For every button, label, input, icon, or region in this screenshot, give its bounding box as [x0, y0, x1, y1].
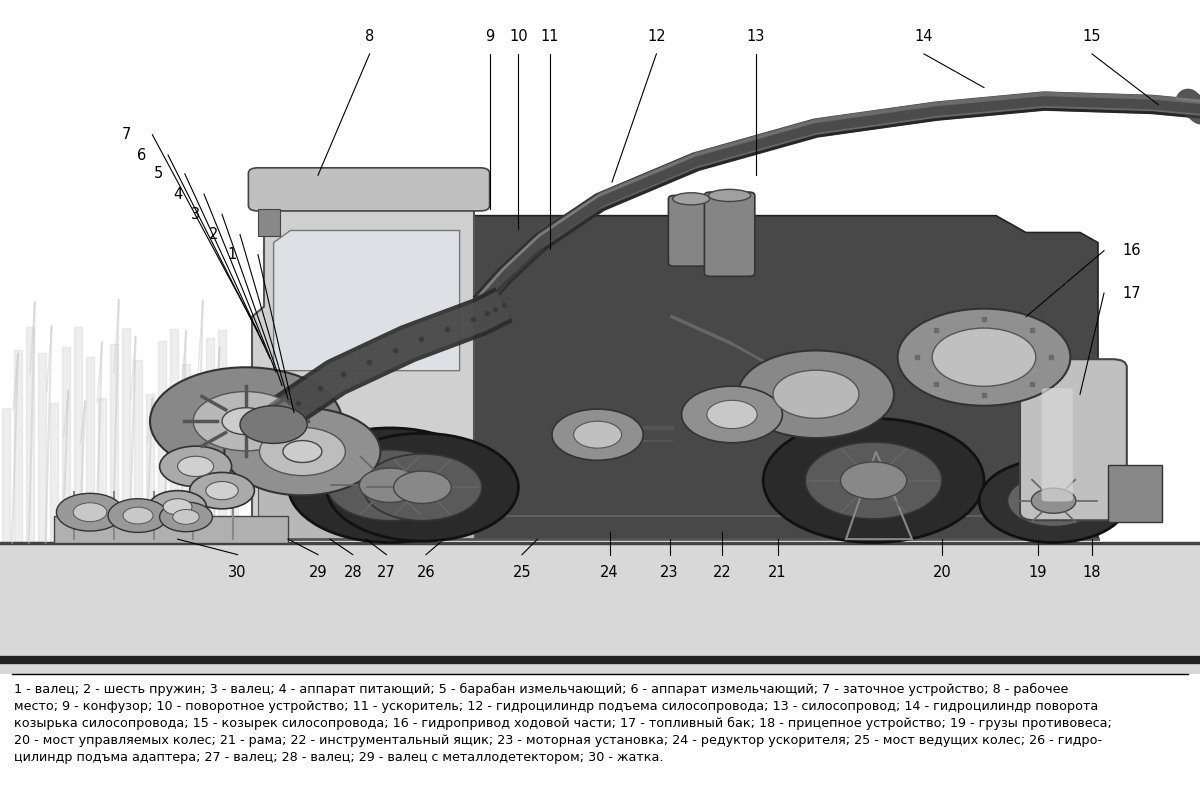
Circle shape [190, 472, 254, 509]
Ellipse shape [708, 189, 751, 202]
Circle shape [259, 427, 346, 475]
Text: 28: 28 [343, 565, 362, 580]
Polygon shape [274, 230, 460, 371]
Circle shape [240, 406, 307, 444]
Text: 16: 16 [1122, 243, 1140, 258]
Circle shape [224, 407, 380, 495]
Circle shape [932, 328, 1036, 386]
Text: 12: 12 [647, 28, 666, 44]
Circle shape [108, 498, 168, 532]
Circle shape [326, 433, 518, 541]
Text: 25: 25 [512, 565, 532, 580]
Text: 15: 15 [1082, 28, 1102, 44]
Circle shape [394, 471, 451, 503]
Text: 14: 14 [914, 28, 934, 44]
Text: 26: 26 [416, 565, 436, 580]
FancyBboxPatch shape [1020, 359, 1127, 520]
Ellipse shape [673, 193, 709, 205]
Circle shape [362, 454, 482, 520]
Text: 11: 11 [540, 28, 559, 44]
FancyBboxPatch shape [704, 192, 755, 276]
Circle shape [682, 386, 782, 443]
Circle shape [898, 308, 1070, 406]
Circle shape [73, 503, 107, 521]
Circle shape [1031, 488, 1076, 513]
Circle shape [222, 407, 270, 435]
Text: 9: 9 [485, 28, 494, 44]
FancyBboxPatch shape [0, 543, 1200, 674]
Text: 18: 18 [1082, 565, 1102, 580]
Text: 4: 4 [173, 187, 182, 202]
Text: 10: 10 [509, 28, 528, 44]
FancyBboxPatch shape [258, 209, 280, 236]
Text: 3: 3 [191, 206, 200, 221]
Text: 30: 30 [228, 565, 247, 580]
Text: 24: 24 [600, 565, 619, 580]
Circle shape [360, 468, 421, 502]
Text: 21: 21 [768, 565, 787, 580]
Circle shape [206, 482, 238, 500]
FancyBboxPatch shape [258, 458, 474, 539]
Circle shape [160, 446, 232, 486]
FancyBboxPatch shape [54, 516, 288, 543]
Text: 1 - валец; 2 - шесть пружин; 3 - валец; 4 - аппарат питающий; 5 - барабан измель: 1 - валец; 2 - шесть пружин; 3 - валец; … [14, 683, 1112, 764]
Text: 23: 23 [660, 565, 679, 580]
Text: 27: 27 [377, 565, 396, 580]
Text: 6: 6 [137, 147, 146, 162]
Circle shape [763, 418, 984, 543]
FancyBboxPatch shape [1108, 465, 1162, 522]
FancyBboxPatch shape [248, 168, 490, 211]
Text: 7: 7 [121, 127, 131, 142]
Circle shape [979, 459, 1128, 543]
Circle shape [326, 450, 454, 520]
Circle shape [56, 494, 124, 531]
Circle shape [149, 490, 206, 523]
Circle shape [173, 509, 199, 524]
Text: 5: 5 [154, 166, 163, 181]
Text: 1: 1 [227, 248, 236, 263]
Circle shape [552, 409, 643, 460]
Text: 8: 8 [365, 28, 374, 44]
Text: 13: 13 [746, 28, 766, 44]
Circle shape [283, 441, 322, 463]
Text: 2: 2 [209, 227, 218, 242]
Polygon shape [444, 216, 1098, 539]
Circle shape [773, 370, 859, 418]
Circle shape [288, 428, 492, 543]
Text: 19: 19 [1028, 565, 1048, 580]
Circle shape [124, 507, 154, 524]
Polygon shape [252, 192, 474, 539]
FancyBboxPatch shape [1042, 388, 1073, 501]
Circle shape [707, 400, 757, 429]
Text: 20: 20 [932, 565, 952, 580]
Text: 29: 29 [308, 565, 328, 580]
Text: 22: 22 [713, 565, 732, 580]
Circle shape [738, 350, 894, 438]
Circle shape [840, 462, 907, 499]
Text: 17: 17 [1122, 286, 1141, 301]
Circle shape [160, 502, 212, 532]
Circle shape [574, 421, 622, 448]
Circle shape [805, 442, 942, 519]
Circle shape [193, 392, 299, 451]
Circle shape [1008, 475, 1099, 527]
FancyBboxPatch shape [668, 195, 714, 267]
Circle shape [163, 498, 192, 515]
Circle shape [178, 456, 214, 476]
Circle shape [150, 367, 342, 475]
